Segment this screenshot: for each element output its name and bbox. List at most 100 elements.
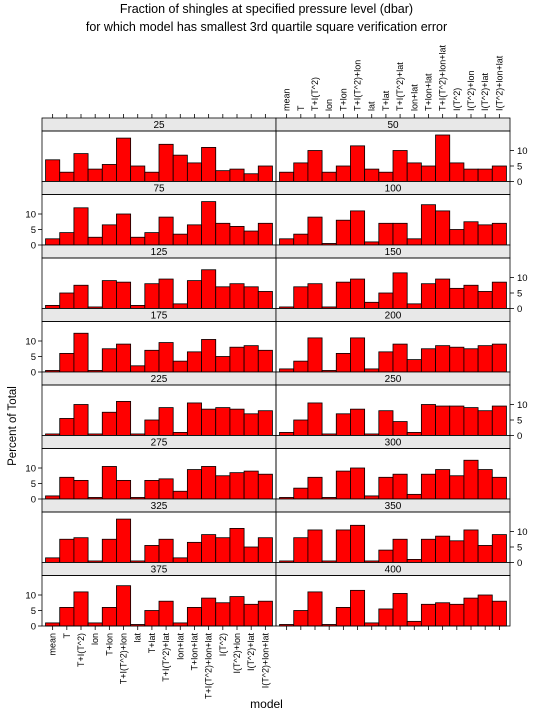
bar (243, 546, 259, 563)
bar (392, 421, 408, 436)
panel-strip-label: 400 (385, 565, 402, 576)
x-tick-label: T (296, 105, 306, 111)
bar (335, 219, 351, 246)
y-tick-label: 10 (517, 527, 528, 538)
x-tick-label: mean (48, 633, 58, 656)
bar (59, 171, 75, 182)
panel-strip-label: 325 (151, 501, 168, 512)
bar (158, 216, 174, 246)
y-tick-label: 0 (31, 622, 36, 633)
bar (364, 622, 380, 627)
x-tick-label: T+I(T^2)+lat (161, 633, 171, 682)
bar (392, 272, 408, 309)
bar (116, 479, 132, 500)
bar (491, 343, 507, 373)
bar (186, 402, 202, 436)
bar (350, 145, 366, 182)
bar (449, 475, 465, 500)
bar (378, 292, 394, 309)
bar (59, 352, 75, 373)
bar (215, 602, 231, 627)
bar (477, 469, 493, 500)
panel-strip-label: 250 (385, 374, 402, 385)
bar (130, 165, 146, 182)
bar (420, 603, 436, 627)
bar (215, 286, 231, 309)
bar (491, 222, 507, 246)
bar (158, 538, 174, 563)
bar (172, 622, 188, 627)
bar (364, 495, 380, 500)
bar (463, 407, 479, 436)
bar (435, 469, 451, 500)
bar (307, 150, 323, 182)
bar (45, 238, 61, 246)
bar (172, 360, 188, 373)
x-tick-label: lon+lat (409, 84, 419, 111)
bar (307, 337, 323, 373)
x-tick-label: T+I(T^2)+lon (119, 633, 129, 684)
bar (201, 339, 217, 373)
bar (435, 210, 451, 246)
bar (59, 292, 75, 309)
bar (420, 283, 436, 309)
bar (45, 495, 61, 500)
y-tick-label: 5 (31, 352, 36, 363)
bar (293, 419, 309, 436)
bar (463, 597, 479, 627)
x-tick-label: T+I(T^2)+lon+lat (204, 633, 214, 700)
bar (45, 159, 61, 182)
bar (201, 466, 217, 500)
bar (158, 478, 174, 500)
bar (307, 402, 323, 436)
panel-strip-label: 275 (151, 438, 168, 449)
bar (144, 283, 160, 309)
bar (335, 281, 351, 309)
panel-strip-label: 350 (385, 501, 402, 512)
bar (491, 165, 507, 182)
bar (463, 168, 479, 182)
bar (463, 221, 479, 246)
bar (293, 610, 309, 627)
panel-strip-label: 150 (385, 247, 402, 258)
bar (87, 168, 103, 182)
x-tick-label: T+lat (147, 633, 157, 654)
bar (378, 171, 394, 182)
bar (378, 410, 394, 436)
bar (335, 607, 351, 627)
x-tick-label: mean (282, 88, 292, 111)
bar (364, 368, 380, 373)
bar (420, 204, 436, 246)
bar (243, 603, 259, 627)
bar (229, 596, 245, 627)
bar (186, 224, 202, 246)
bar (491, 476, 507, 500)
panel-strip-label: 200 (385, 311, 402, 322)
x-tick-label: T+I(T^2) (310, 77, 320, 111)
bar (350, 524, 366, 563)
bar (116, 137, 132, 182)
y-tick-label: 0 (517, 558, 522, 569)
x-tick-label: lat (367, 101, 377, 111)
panel-strip-label: 75 (153, 184, 165, 195)
bar (201, 146, 217, 182)
bar (201, 597, 217, 627)
bar (130, 365, 146, 373)
bar (59, 476, 75, 500)
bar (350, 589, 366, 627)
bar (144, 419, 160, 436)
bar (392, 343, 408, 373)
panel-strip-label: 50 (387, 120, 399, 131)
bar (435, 345, 451, 373)
bar (364, 301, 380, 309)
bar (73, 284, 89, 309)
bar (116, 585, 132, 627)
bar (435, 134, 451, 182)
bar (420, 473, 436, 500)
x-tick-label: I(T^2)+lat (246, 633, 256, 671)
x-tick-label: T+lon (104, 633, 114, 656)
bar (229, 472, 245, 500)
bar (130, 304, 146, 309)
panel-strip-label: 125 (151, 247, 168, 258)
